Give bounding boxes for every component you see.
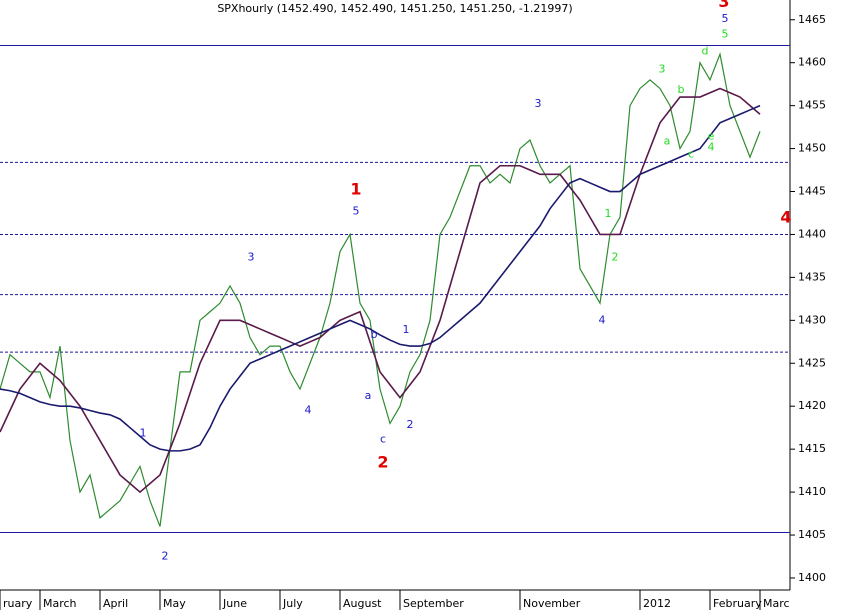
- wave-label: c: [688, 148, 694, 161]
- y-tick-label: 1435: [798, 270, 826, 283]
- y-tick-label: 1420: [798, 399, 826, 412]
- x-tick-label: Marc: [763, 597, 790, 610]
- x-tick-label: August: [343, 597, 382, 610]
- wave-label: 2: [407, 418, 414, 431]
- wave-label: 3: [248, 251, 255, 264]
- x-tick-label: May: [163, 597, 186, 610]
- wave-label: b: [371, 328, 378, 341]
- wave-label: 1: [350, 179, 361, 198]
- wave-label: c: [380, 433, 386, 446]
- wave-label: 3: [535, 97, 542, 110]
- y-tick-label: 1425: [798, 356, 826, 369]
- wave-label: e: [708, 130, 715, 143]
- wave-label: 3: [659, 63, 666, 76]
- x-tick-label: September: [403, 597, 464, 610]
- x-tick-label: April: [103, 597, 128, 610]
- wave-label: b: [678, 83, 685, 96]
- wave-label: a: [365, 389, 372, 402]
- x-tick-label: 2012: [643, 597, 671, 610]
- wave-label: 5: [722, 27, 729, 40]
- wave-label: 2: [612, 251, 619, 264]
- x-tick-label: July: [282, 597, 303, 610]
- wave-label: 4: [599, 313, 606, 326]
- x-tick-label: February: [713, 597, 762, 610]
- series-line: [0, 87, 761, 494]
- y-tick-label: 1410: [798, 485, 826, 498]
- wave-label: 5: [722, 12, 729, 25]
- wave-label: d: [702, 45, 709, 58]
- wave-label: 2: [162, 550, 169, 563]
- wave-label: 1: [605, 207, 612, 220]
- chart-title: SPXhourly (1452.490, 1452.490, 1451.250,…: [217, 2, 572, 15]
- wave-label: 2: [377, 452, 388, 471]
- x-tick-label: March: [43, 597, 77, 610]
- series-line: [0, 51, 761, 527]
- x-tick-label: ruary: [3, 597, 33, 610]
- y-tick-label: 1415: [798, 442, 826, 455]
- y-tick-label: 1405: [798, 528, 826, 541]
- wave-label: 5: [353, 204, 360, 217]
- x-tick-label: June: [222, 597, 247, 610]
- y-tick-label: 1450: [798, 142, 826, 155]
- y-tick-label: 1445: [798, 185, 826, 198]
- wave-label: 4: [780, 208, 791, 227]
- y-tick-label: 1460: [798, 56, 826, 69]
- y-tick-label: 1440: [798, 227, 826, 240]
- wave-label: a: [664, 135, 671, 148]
- wave-label: 4: [305, 404, 312, 417]
- wave-label: 1: [140, 427, 147, 440]
- y-tick-label: 1430: [798, 313, 826, 326]
- wave-label: 3: [718, 0, 729, 11]
- wave-label: 4: [708, 141, 715, 154]
- x-tick-label: November: [523, 597, 581, 610]
- y-tick-label: 1465: [798, 13, 826, 26]
- wave-label: 1: [403, 323, 410, 336]
- y-tick-label: 1400: [798, 571, 826, 584]
- series-line: [0, 104, 761, 452]
- y-tick-label: 1455: [798, 99, 826, 112]
